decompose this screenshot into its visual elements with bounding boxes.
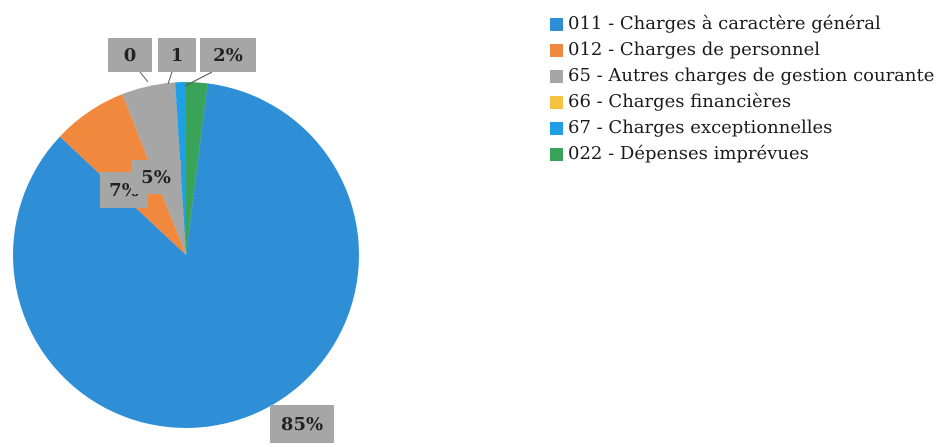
data-label-text: 85% [281, 414, 323, 435]
legend-item: 011 - Charges à caractère général [550, 12, 935, 36]
legend-swatch [550, 44, 563, 57]
legend-label: 66 - Charges financières [568, 91, 792, 112]
data-label-box [108, 38, 152, 72]
data-label-text: 5% [141, 167, 171, 188]
data-label-box [200, 38, 256, 72]
data-label-text: 1 [171, 45, 184, 66]
data-label-box [158, 38, 196, 72]
legend-swatch [550, 96, 563, 109]
legend-label: 022 - Dépenses imprévues [568, 143, 809, 164]
legend-label: 011 - Charges à caractère général [568, 13, 881, 34]
legend-swatch [550, 18, 563, 31]
legend-label: 65 - Autres charges de gestion courante [568, 65, 935, 86]
label-leader-line [167, 71, 173, 85]
pie-data-label: 0 [108, 38, 152, 72]
pie-slice [186, 82, 208, 255]
legend-item: 66 - Charges financières [550, 90, 935, 114]
legend-label: 67 - Charges exceptionnelles [568, 117, 833, 138]
legend-swatch [550, 148, 563, 161]
pie-data-label: 1 [158, 38, 196, 72]
pie-slices [12, 82, 359, 429]
pie-slice [12, 83, 359, 429]
chart-legend: 011 - Charges à caractère général 012 - … [550, 12, 935, 168]
legend-item: 67 - Charges exceptionnelles [550, 116, 935, 140]
data-label-text: 2% [213, 45, 243, 66]
data-label-box [270, 405, 334, 443]
legend-swatch [550, 122, 563, 135]
legend-item: 012 - Charges de personnel [550, 38, 935, 62]
label-leader-line [139, 71, 149, 83]
legend-swatch [550, 70, 563, 83]
data-label-text: 0 [124, 45, 137, 66]
legend-label: 012 - Charges de personnel [568, 39, 821, 60]
pie-data-label: 85% [270, 405, 334, 443]
legend-item: 022 - Dépenses imprévues [550, 142, 935, 166]
pie-data-label: 5% [131, 160, 181, 194]
pie-data-labels: 0 1 2%7%5%85% [100, 38, 334, 443]
pie-data-label: 2% [200, 38, 256, 72]
label-leader-line [184, 71, 213, 87]
data-label-box [131, 160, 181, 194]
legend-item: 65 - Autres charges de gestion courante [550, 64, 935, 88]
